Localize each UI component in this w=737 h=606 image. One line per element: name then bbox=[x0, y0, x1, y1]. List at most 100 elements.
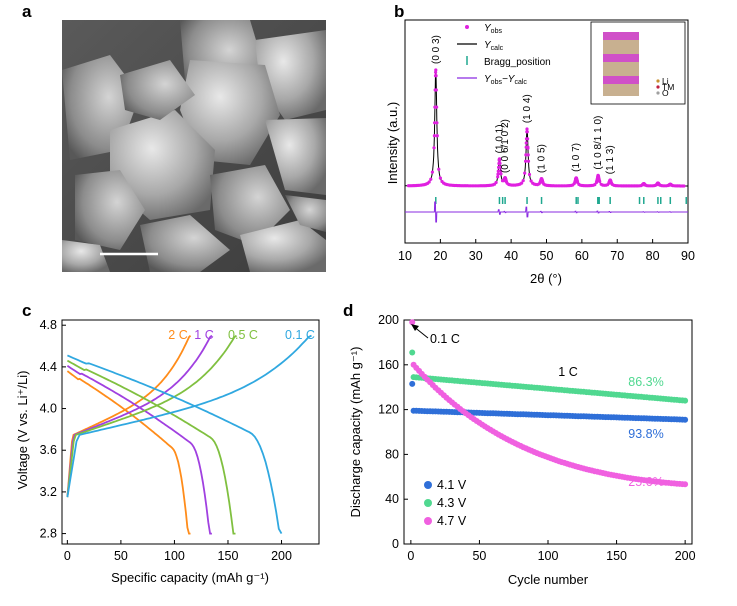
cycling-retention-label: 93.8% bbox=[628, 427, 663, 441]
cycling-legend: 4.1 V 4.3 V 4.7 V bbox=[424, 478, 467, 528]
voltage-xtick-label: 0 bbox=[64, 549, 71, 563]
xrd-obs-point bbox=[494, 180, 498, 185]
xrd-legend: Yobs Ycalc Bragg_position Yobs−Ycalc bbox=[457, 23, 551, 86]
xrd-legend-label: Yobs bbox=[484, 23, 502, 35]
xrd-xtick-label: 80 bbox=[646, 249, 660, 263]
xrd-peak-label: (1 1 3) bbox=[605, 145, 616, 174]
xrd-obs-point bbox=[499, 169, 503, 173]
xrd-ylabel: Intensity (a.u.) bbox=[385, 102, 400, 184]
cycling-point bbox=[682, 416, 689, 423]
xrd-legend-label: Bragg_position bbox=[484, 57, 551, 68]
cycling-xtick-label: 150 bbox=[606, 549, 627, 563]
inset-label-li: Li bbox=[662, 76, 669, 86]
xrd-xticks: 10 20 30 40 50 60 70 80 90 bbox=[398, 239, 695, 263]
cycling-xtick-label: 200 bbox=[675, 549, 696, 563]
xrd-obs-point bbox=[682, 184, 686, 188]
cycling-ylabel: Discharge capacity (mAh g⁻¹) bbox=[348, 347, 363, 518]
xrd-obs-point bbox=[527, 172, 532, 177]
cycling-annotation-01C: 0.1 C bbox=[430, 332, 460, 346]
xrd-obs-point bbox=[610, 181, 614, 185]
xrd-peak-label: (1 0 5) bbox=[537, 144, 548, 173]
xrd-obs-point bbox=[434, 74, 438, 78]
inset-label-o: O bbox=[662, 88, 669, 98]
xrd-xlabel: 2θ (°) bbox=[530, 271, 562, 286]
xrd-xtick-label: 60 bbox=[575, 249, 589, 263]
xrd-xtick-label: 50 bbox=[540, 249, 554, 263]
xrd-obs-point bbox=[496, 175, 500, 179]
xrd-peak-label: (1 0 7) bbox=[571, 143, 582, 172]
voltage-discharge-curve bbox=[66, 365, 212, 535]
voltage-xtick-label: 150 bbox=[218, 549, 239, 563]
voltage-ytick-label: 4.0 bbox=[40, 402, 57, 416]
xrd-legend-obs-marker bbox=[465, 25, 469, 29]
cycling-ytick-label: 0 bbox=[392, 537, 399, 551]
xrd-obs-point bbox=[529, 179, 533, 183]
cycling-point-initial bbox=[409, 319, 416, 326]
cycling-point bbox=[682, 397, 689, 404]
cycling-point-initial bbox=[409, 380, 416, 387]
voltage-series-label: 0.5 C bbox=[228, 328, 258, 342]
voltage-ytick-label: 3.6 bbox=[40, 443, 57, 457]
voltage-ylabel: Voltage (V vs. Li⁺/Li) bbox=[15, 371, 30, 490]
cycling-xtick-label: 0 bbox=[407, 549, 414, 563]
voltage-charge-curve bbox=[66, 334, 213, 498]
cycling-xlabel: Cycle number bbox=[508, 572, 589, 587]
xrd-obs-point bbox=[576, 180, 580, 184]
cycling-point-initial bbox=[409, 349, 416, 356]
cycling-legend-marker bbox=[424, 517, 432, 525]
voltage-discharge-curve bbox=[67, 354, 283, 535]
xrd-obs-point bbox=[524, 159, 528, 163]
xrd-obs-point bbox=[435, 105, 439, 109]
xrd-peak-label: (1 0 8/1 1 0) bbox=[593, 116, 604, 170]
xrd-obs-point bbox=[524, 141, 528, 145]
panel-d-letter: d bbox=[343, 301, 353, 320]
xrd-obs-point bbox=[496, 172, 500, 176]
cycling-ytick-label: 80 bbox=[385, 447, 399, 461]
xrd-obs-point bbox=[438, 176, 442, 180]
xrd-obs-point bbox=[498, 161, 502, 165]
cycling-chart: Discharge capacity (mAh g⁻¹) Cycle numbe… bbox=[348, 313, 696, 587]
xrd-obs-point bbox=[523, 171, 527, 175]
cycling-annotation-1C: 1 C bbox=[558, 365, 577, 379]
xrd-diff-line bbox=[405, 201, 688, 223]
xrd-obs-point bbox=[432, 146, 436, 150]
xrd-obs-point bbox=[434, 70, 438, 74]
voltage-ytick-label: 3.2 bbox=[40, 485, 57, 499]
voltage-xlabel: Specific capacity (mAh g⁻¹) bbox=[111, 570, 269, 585]
xrd-obs-point bbox=[526, 153, 530, 157]
xrd-peak-label: (1 0 4) bbox=[522, 94, 533, 123]
cycling-legend-marker bbox=[424, 481, 432, 489]
cycling-arrowhead bbox=[411, 324, 419, 331]
voltage-charge-curve bbox=[66, 334, 312, 498]
xrd-obs-point bbox=[525, 127, 529, 131]
voltage-plot-area: 2 C 1 C 0.5 C 0.1 C bbox=[66, 328, 315, 535]
xrd-obs-point bbox=[430, 170, 434, 174]
xrd-obs-point bbox=[499, 172, 503, 176]
xrd-legend-label: Yobs−Ycalc bbox=[484, 74, 527, 86]
voltage-series-label: 2 C bbox=[168, 328, 187, 342]
voltage-ytick-label: 4.8 bbox=[40, 318, 57, 332]
cycling-legend-marker bbox=[424, 499, 432, 507]
xrd-obs-point bbox=[521, 179, 525, 183]
xrd-obs-point bbox=[670, 183, 674, 187]
voltage-series-label: 0.1 C bbox=[285, 328, 315, 342]
cycling-retention-label: 86.3% bbox=[628, 375, 663, 389]
xrd-obs-point bbox=[498, 158, 502, 162]
xrd-xtick-label: 70 bbox=[610, 249, 624, 263]
voltage-xtick-label: 200 bbox=[271, 549, 292, 563]
cycling-xtick-label: 50 bbox=[472, 549, 486, 563]
xrd-legend-label: Ycalc bbox=[484, 40, 504, 52]
xrd-obs-point bbox=[427, 180, 431, 184]
cycling-plot-area: 93.8% 86.3% 25.6% 0.1 C 1 C bbox=[409, 319, 689, 489]
crystal-structure-inset: Li TM O bbox=[590, 21, 686, 105]
cycling-ticks: 0 50 100 150 200 0 40 80 120 160 200 bbox=[378, 313, 695, 563]
xrd-xtick-label: 40 bbox=[504, 249, 518, 263]
cycling-ytick-label: 160 bbox=[378, 358, 399, 372]
cycling-legend-label: 4.1 V bbox=[437, 478, 467, 492]
xrd-obs-point bbox=[433, 121, 437, 125]
voltage-xtick-label: 50 bbox=[114, 549, 128, 563]
xrd-obs-point bbox=[429, 177, 433, 181]
xrd-obs-point bbox=[435, 121, 439, 125]
voltage-ytick-label: 4.4 bbox=[40, 360, 57, 374]
